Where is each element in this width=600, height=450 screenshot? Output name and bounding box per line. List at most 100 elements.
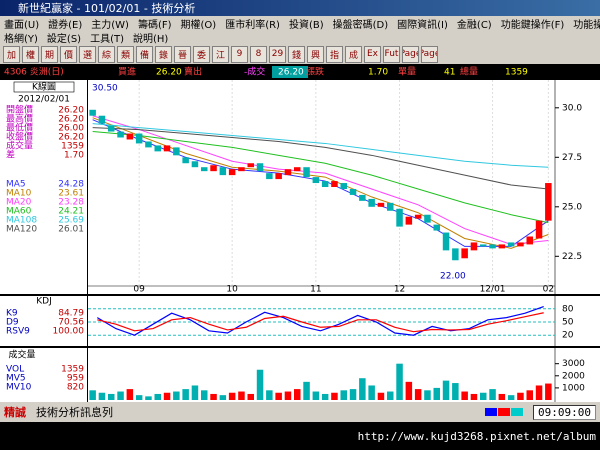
menu-item[interactable]: 功能鍵操作(F) (500, 19, 565, 31)
ma-value: 26.01 (58, 225, 84, 235)
toolbar-button[interactable]: 加 (3, 45, 20, 63)
candle (117, 131, 124, 138)
menu-row: 格網(Y) 設定(S) 工具(T) 說明(H) (0, 30, 600, 44)
volume-bar (331, 392, 338, 400)
toolbar-button[interactable]: 選 (79, 45, 96, 63)
toolbar-button[interactable]: Page (402, 45, 419, 63)
toolbar-button[interactable]: 江 (212, 45, 229, 63)
volume-bar (126, 389, 134, 400)
toolbar-button[interactable]: 備 (136, 45, 153, 63)
legend-value: 1359 (61, 365, 84, 375)
volume-bar (424, 390, 431, 400)
quote-label: -成交 (244, 66, 265, 78)
quote-label: 總量 (460, 66, 478, 78)
menu-item[interactable]: 籌碼(F) (137, 19, 172, 31)
window-title: 新世紀贏家 - 101/02/01 - 技術分析 (18, 2, 196, 15)
volume-bar (349, 389, 357, 400)
menu-item[interactable]: 說明(H) (133, 33, 169, 45)
toolbar-button[interactable]: 興 (307, 45, 324, 63)
toolbar-button[interactable]: 成 (345, 45, 362, 63)
volume-bar (284, 391, 292, 400)
volume-bar (154, 393, 162, 400)
x-tick-label: 12/01 (480, 285, 506, 295)
ma-name: MA120 (6, 225, 37, 235)
toolbar-button[interactable]: Fut (383, 45, 400, 63)
volume-bar (256, 369, 264, 400)
candle (405, 216, 413, 225)
field-value: 1.70 (64, 151, 84, 161)
menu-item[interactable]: 工具(T) (90, 33, 124, 45)
candle (321, 181, 329, 187)
legend-name: D9 (6, 318, 19, 328)
toolbar-button[interactable]: 指 (326, 45, 343, 63)
menu-item[interactable]: 證券(E) (48, 19, 83, 31)
menu-item[interactable]: 期權(O) (180, 19, 217, 31)
volume-bar (238, 391, 245, 400)
toolbar-button[interactable]: 類 (117, 45, 134, 63)
toolbar-button[interactable]: 8 (250, 45, 267, 63)
toolbar-button[interactable]: 價 (60, 45, 77, 63)
toolbar-button[interactable]: 權 (22, 45, 39, 63)
candle (331, 181, 338, 187)
volume-bar (489, 389, 496, 400)
toolbar-button[interactable]: 29 (269, 45, 286, 63)
y-tick-label: 50 (562, 318, 574, 328)
chart-area: 4306 炎洲(日) 買進 26.20 賣出 -成交 26.20 漲跌 1.70 單量 41 總量 1… (0, 64, 600, 402)
legend-name: RSV9 (6, 327, 30, 337)
volume-bar (526, 390, 534, 400)
legend-name: MV10 (6, 383, 32, 393)
footer-url: http://www.kujd3268.pixnet.net/album (357, 429, 596, 443)
volume-bar (135, 395, 143, 400)
menu-item[interactable]: 設定(S) (46, 33, 82, 45)
candle (219, 167, 227, 176)
toolbar-button[interactable]: Page (421, 45, 438, 63)
menu-item[interactable]: 金融(C) (456, 19, 492, 31)
legend-value: 84.79 (58, 309, 84, 319)
quote-value: 41 (444, 68, 455, 78)
toolbar-button[interactable]: 錄 (155, 45, 172, 63)
ma-line (92, 131, 549, 224)
panel-header (13, 81, 75, 93)
y-tick-label: 1000 (562, 383, 585, 393)
quote-highlight (272, 66, 308, 78)
toolbar-button[interactable]: 委 (193, 45, 210, 63)
candle (303, 167, 310, 178)
volume-bar (219, 395, 227, 400)
volume-bar (405, 381, 413, 400)
quote-label: 漲跌 (306, 67, 324, 78)
candle (414, 214, 422, 219)
candle (433, 224, 441, 231)
y-tick-label: 27.5 (562, 153, 582, 163)
volume-bar (145, 396, 152, 400)
menu-item[interactable]: 國際資訊(I) (397, 19, 448, 31)
field-label: 成交量 (6, 140, 33, 152)
volume-bar (266, 390, 273, 400)
field-label: 最低價 (6, 122, 33, 134)
status-brand: 精誠 (4, 406, 26, 419)
y-tick-label: 22.5 (562, 252, 582, 262)
menu-item[interactable]: 功能操作(F) (573, 19, 600, 31)
volume-bar (191, 385, 199, 400)
quote-value: 1.70 (368, 68, 388, 78)
menu-item[interactable]: 匯市利率(R) (225, 19, 280, 31)
toolbar-button[interactable]: 錢 (288, 45, 305, 63)
volume-bar (545, 383, 552, 400)
quote-symbol: 4306 炎洲(日) (4, 67, 64, 78)
menu-item[interactable]: 操盤密碼(D) (332, 19, 389, 31)
toolbar-button[interactable]: 晉 (174, 45, 191, 63)
toolbar-button[interactable]: Ex (364, 45, 381, 63)
toolbar-button[interactable]: 期 (41, 45, 58, 63)
menu-item[interactable]: 主力(W) (91, 19, 129, 31)
menu-item[interactable]: 格網(Y) (4, 33, 38, 45)
ma-value: 23.61 (58, 189, 84, 199)
menu-item[interactable]: 畫面(U) (4, 19, 40, 31)
status-bar: 精誠 技術分析訊息列 09:09:00 (0, 402, 600, 422)
toolbar-button[interactable]: 9 (231, 45, 248, 63)
candle (470, 242, 478, 251)
volume-bar (470, 393, 478, 400)
toolbar-button[interactable]: 綜 (98, 45, 115, 63)
menu-item[interactable]: 投資(B) (288, 19, 324, 31)
candle (191, 161, 199, 168)
candle (210, 165, 217, 172)
candle (228, 169, 236, 176)
